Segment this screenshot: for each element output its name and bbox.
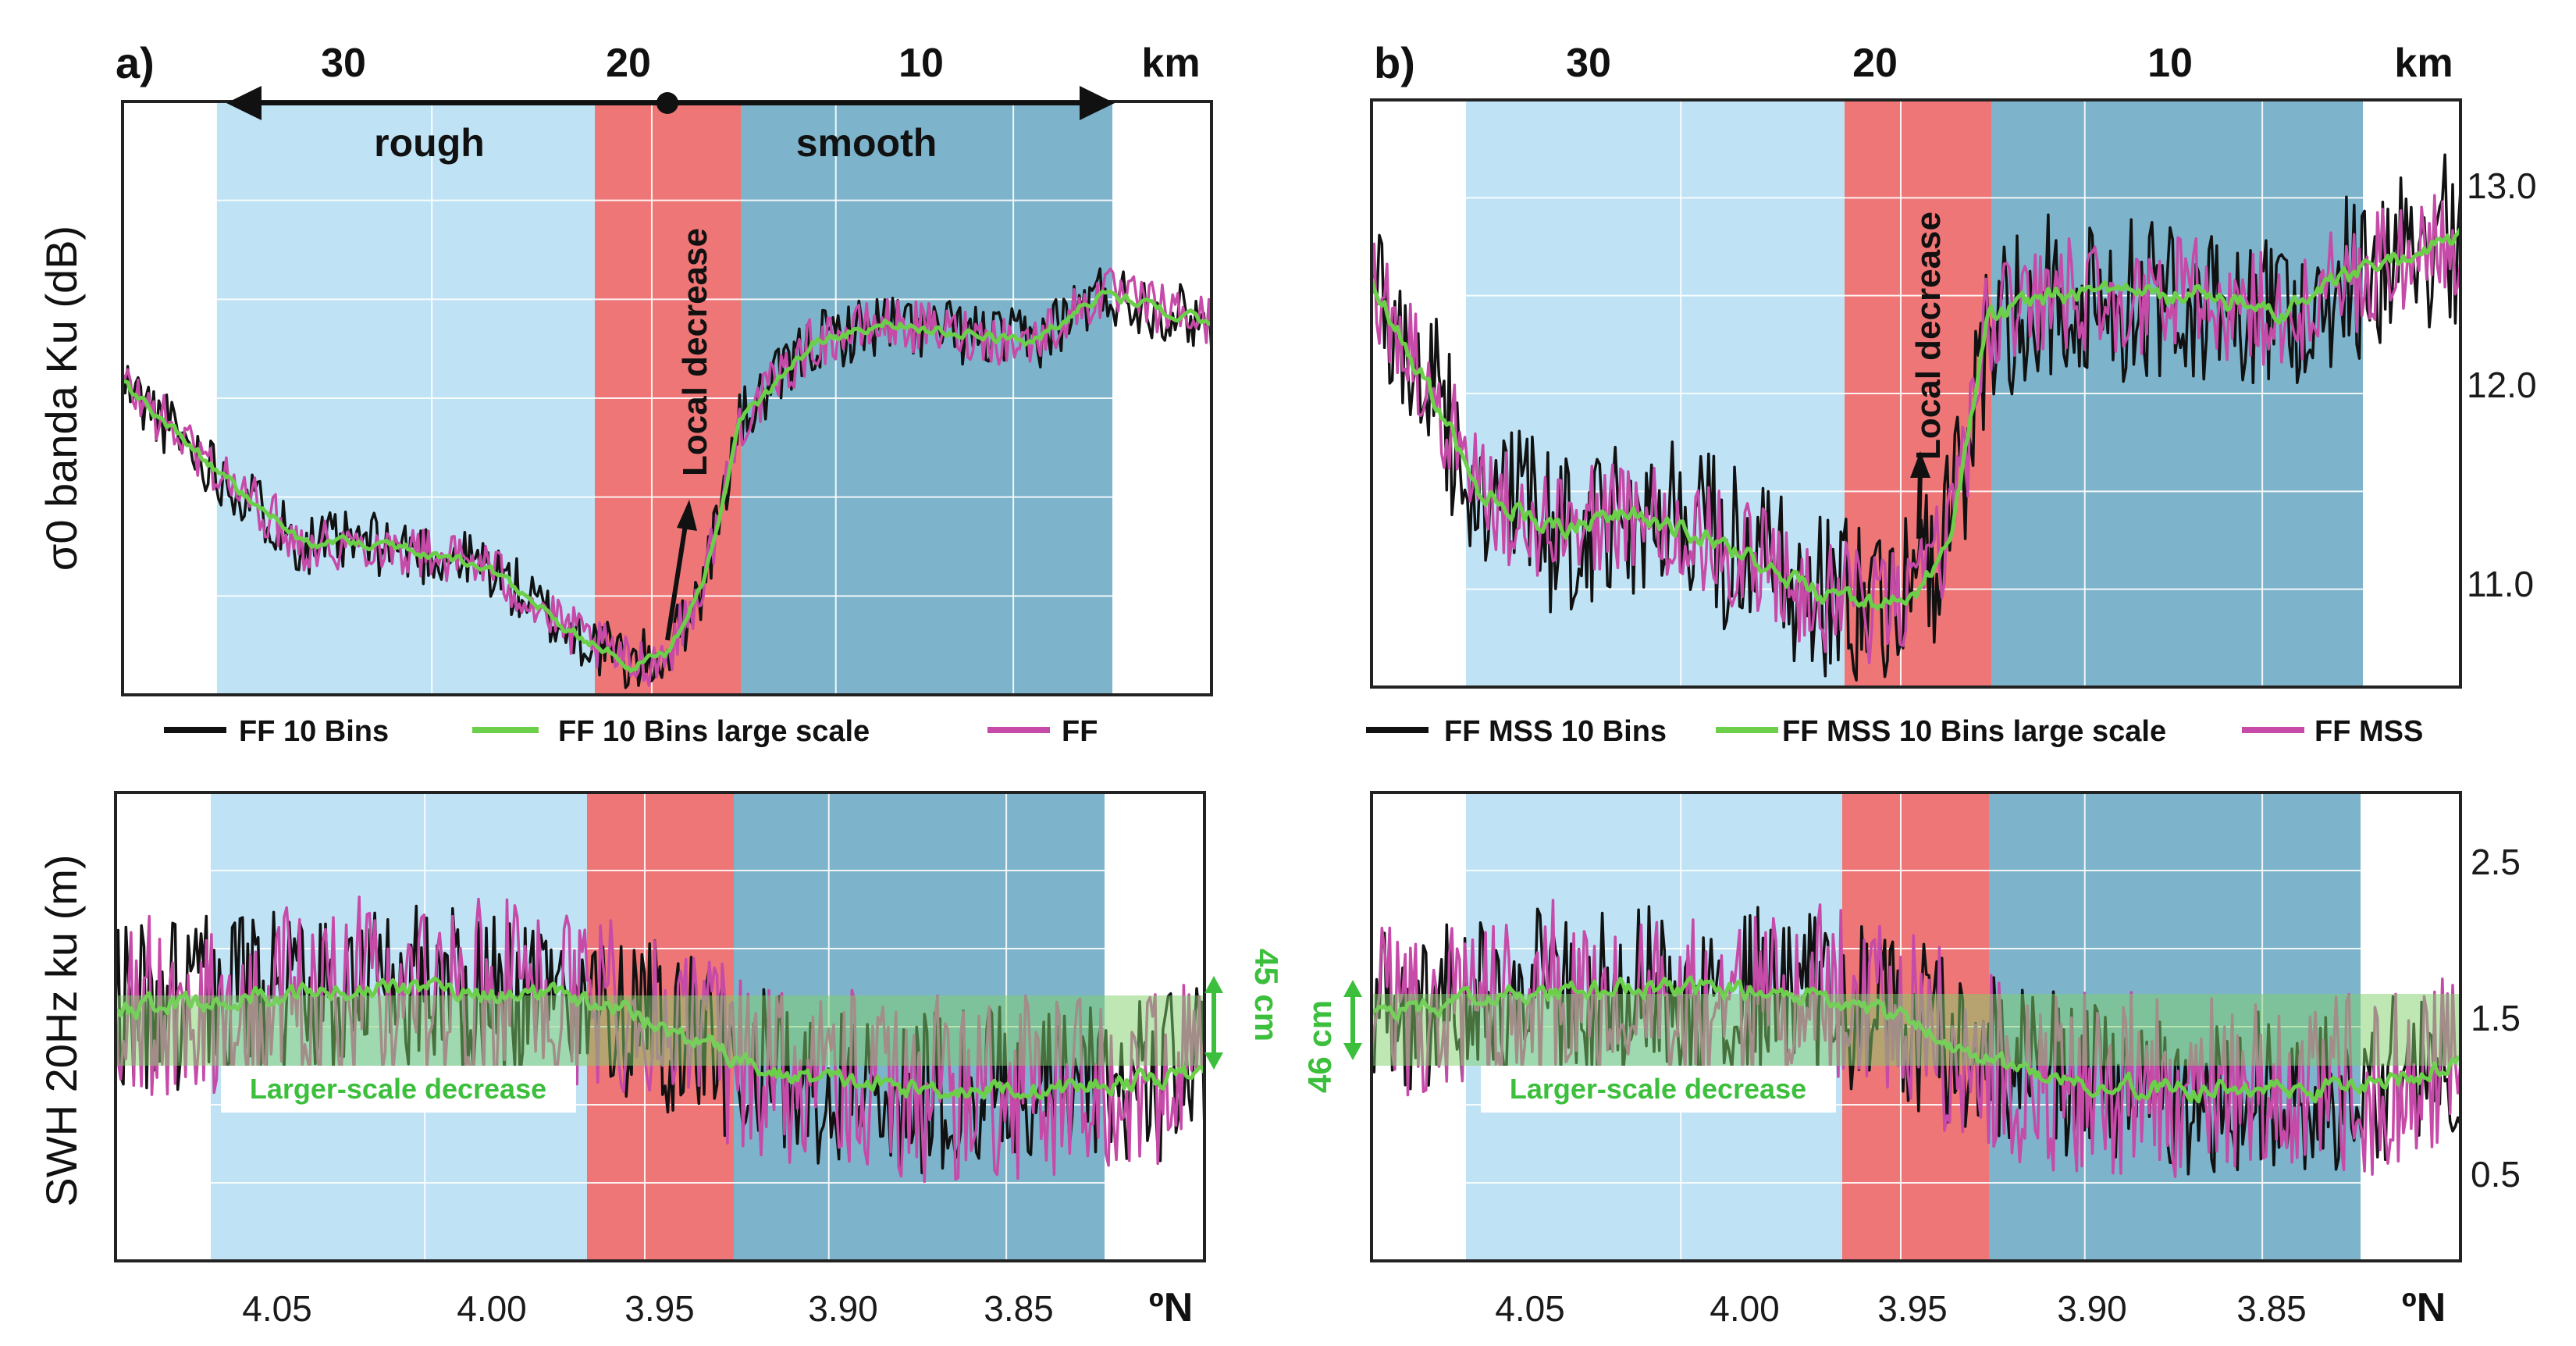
panel-a-sigma0-plot: rough smooth Local decrease: [121, 86, 1213, 696]
band-size-label: 46 cm: [1301, 1000, 1338, 1093]
panel-b-sigma0-frame: [1370, 98, 2462, 689]
panel-a-km-tick-20: 20: [606, 41, 651, 86]
arrow-left-icon: [226, 86, 262, 120]
local-decrease-arrow: [665, 515, 689, 641]
panel-b-lat-tick: 3.90: [2057, 1288, 2127, 1329]
legend-label-large-scale: FF 10 Bins large scale: [558, 715, 870, 748]
panel-a-lat-unit: ºN: [1149, 1285, 1194, 1330]
panel-b-sigma0-ytick: 11.0: [2467, 564, 2534, 604]
smooth-label: smooth: [796, 121, 938, 165]
panel-a-km-unit: km: [1141, 41, 1200, 86]
larger-scale-box: [1481, 1066, 1836, 1113]
arrow-down-icon: [1204, 1052, 1223, 1070]
panel-b-km-tick-10: 10: [2147, 41, 2193, 86]
arrow-up-icon: [1910, 451, 1930, 478]
swh-band: [116, 995, 1204, 1066]
band-size-label: 45 cm: [1248, 949, 1285, 1042]
panel-b-swh-ytick: 0.5: [2471, 1154, 2521, 1195]
panel-a: a) 30 20 10 km rough smooth Local decrea…: [37, 38, 1285, 1330]
panel-a-sigma0-ylabel: σ0 banda Ku (dB): [37, 226, 86, 571]
local-decrease-arrow: [1916, 468, 1923, 539]
panel-b-swh-plot: Larger-scale decrease 46 cm: [1301, 791, 2462, 1262]
panel-a-legend: FF 10 Bins FF 10 Bins large scale FF: [164, 715, 1098, 748]
panel-a-swh-frame: [114, 791, 1206, 1262]
panel-a-lat-tick: 3.85: [984, 1288, 1054, 1329]
point-marker-icon: [656, 92, 678, 114]
rough-label: rough: [374, 121, 485, 165]
panel-a-sigma0-series: [121, 267, 1213, 689]
panel-b-sigma0-ytick: 13.0: [2467, 166, 2537, 206]
legend-label-ff10: FF 10 Bins: [239, 715, 389, 748]
larger-scale-box: [221, 1066, 576, 1113]
panel-a-lat-tick: 3.95: [624, 1288, 695, 1329]
panel-b-lat-tick: 3.85: [2236, 1288, 2307, 1329]
legend-label-ff-mss: FF MSS: [2314, 715, 2423, 748]
arrow-up-icon: [1204, 976, 1223, 993]
panel-b-sigma0-series: [1369, 153, 2463, 682]
panel-b-km-tick-20: 20: [1852, 41, 1898, 86]
series-line-ff-mss-10-bins-large-scale: [1369, 227, 2463, 611]
arrow-up-icon: [1343, 980, 1362, 997]
panel-b-swh-frame: [1370, 791, 2462, 1262]
panel-b-lat-unit: ºN: [2402, 1285, 2446, 1330]
arrow-down-icon: [1343, 1043, 1362, 1060]
panel-b: b) 30 20 10 km Local decrease 13.0 12.0 …: [1301, 38, 2537, 1330]
swh-band: [1372, 994, 2460, 1066]
panel-b-swh-ytick: 2.5: [2471, 842, 2521, 882]
legend-label-ff: FF: [1062, 715, 1098, 748]
series-line-ff-10-bins-large-scale: [122, 290, 1212, 673]
local-decrease-label: Local decrease: [1909, 212, 1948, 460]
panel-a-sigma0-grid: [123, 101, 1212, 695]
larger-scale-label: Larger-scale decrease: [250, 1073, 546, 1105]
panel-b-label: b): [1374, 38, 1415, 87]
series-line-ff-mss-10-bins: [1370, 153, 2462, 682]
panel-b-lat-tick: 4.05: [1495, 1288, 1565, 1329]
panel-b-km-unit: km: [2394, 41, 2453, 86]
panel-b-legend: FF MSS 10 Bins FF MSS 10 Bins large scal…: [1366, 715, 2423, 748]
larger-scale-label: Larger-scale decrease: [1510, 1073, 1806, 1105]
panel-b-lat-tick: 4.00: [1710, 1288, 1780, 1329]
legend-label-ff-mss10: FF MSS 10 Bins: [1444, 715, 1667, 748]
arrow-up-icon: [677, 500, 697, 531]
panel-a-lat-tick: 4.00: [457, 1288, 527, 1329]
panel-a-swh-plot: Larger-scale decrease 45 cm: [114, 791, 1285, 1262]
series-line-ff-10-bins: [114, 904, 1206, 1174]
legend-label-large-scale: FF MSS 10 Bins large scale: [1782, 715, 2166, 748]
panel-b-sigma0-plot: Local decrease: [1369, 98, 2463, 689]
panel-a-km-tick-10: 10: [898, 41, 944, 86]
panel-b-swh-ytick: 1.5: [2471, 998, 2521, 1038]
series-line-ff-mss: [1370, 194, 2462, 664]
panel-a-label: a): [116, 38, 155, 87]
panel-a-swh-ylabel: SWH 20Hz ku (m): [37, 854, 86, 1206]
panel-b-sigma0-ytick: 12.0: [2467, 365, 2537, 405]
panel-b-km-tick-30: 30: [1566, 41, 1611, 86]
panel-a-km-tick-30: 30: [321, 41, 366, 86]
panel-a-lat-tick: 4.05: [242, 1288, 312, 1329]
arrow-right-icon: [1080, 86, 1115, 120]
panel-b-lat-tick: 3.95: [1877, 1288, 1948, 1329]
local-decrease-label: Local decrease: [676, 228, 714, 476]
panel-a-lat-tick: 3.90: [808, 1288, 878, 1329]
